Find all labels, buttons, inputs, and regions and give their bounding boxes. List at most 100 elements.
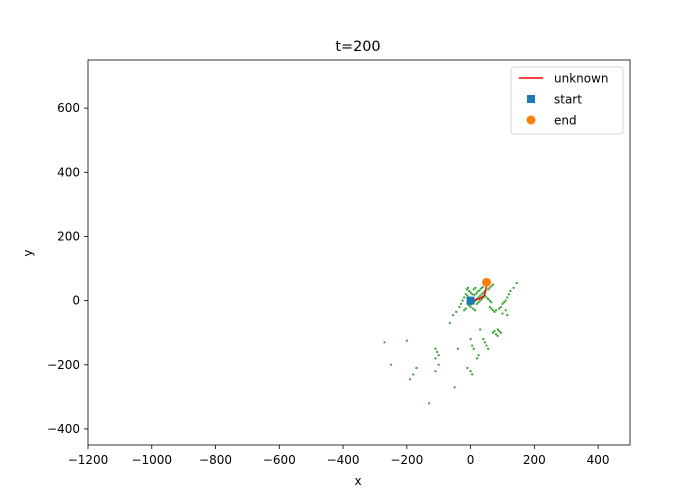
scatter-point xyxy=(428,402,431,405)
scatter-point xyxy=(415,366,418,370)
scatter-point xyxy=(464,293,467,296)
chart-title: t=200 xyxy=(335,39,380,55)
scatter-point xyxy=(485,344,488,347)
legend-label: end xyxy=(554,114,577,128)
scatter-point xyxy=(477,354,480,357)
scatter-point xyxy=(436,350,439,354)
scatter-point xyxy=(437,363,440,366)
scatter-point xyxy=(434,357,437,360)
scatter-point xyxy=(501,302,504,305)
scatter-point xyxy=(463,296,466,299)
scatter-point xyxy=(467,289,471,293)
scatter-point xyxy=(504,309,507,312)
end-marker xyxy=(482,277,492,287)
scatter-point xyxy=(471,373,474,376)
scatter-point xyxy=(491,283,495,286)
scatter-point xyxy=(475,292,478,295)
scatter-point xyxy=(475,357,479,360)
scatter-point xyxy=(502,301,506,304)
scatter-point xyxy=(472,288,475,291)
x-tick-label: −600 xyxy=(263,453,296,467)
scatter-point xyxy=(498,330,501,333)
scatter-point xyxy=(488,305,491,309)
scatter-point xyxy=(482,291,485,294)
scatter-point xyxy=(469,370,472,373)
y-axis-label: y xyxy=(21,249,35,256)
data-marks xyxy=(383,277,518,405)
scatter-point xyxy=(471,344,474,347)
trajectory-line xyxy=(470,282,488,302)
scatter-point xyxy=(458,305,461,309)
scatter-point xyxy=(472,347,475,350)
scatter-point xyxy=(504,299,507,302)
scatter-point xyxy=(479,294,482,297)
scatter-point xyxy=(515,281,518,285)
scatter-point xyxy=(479,299,482,302)
x-tick-label: −800 xyxy=(199,453,232,467)
scatter-point xyxy=(469,305,472,309)
scatter-point xyxy=(469,338,472,341)
scatter-point xyxy=(482,338,485,341)
legend-label: start xyxy=(554,93,582,107)
scatter-point xyxy=(466,286,470,289)
scatter-point xyxy=(485,296,488,299)
scatter-point xyxy=(466,294,469,297)
scatter-point xyxy=(481,286,484,289)
scatter-point xyxy=(490,307,493,310)
scatter-point xyxy=(491,309,495,312)
scatter-point xyxy=(474,286,477,289)
scatter-point xyxy=(461,299,464,302)
scatter-point xyxy=(471,293,474,296)
scatter-point xyxy=(467,304,471,307)
scatter-point xyxy=(383,341,386,344)
scatter-point xyxy=(494,333,498,336)
x-tick-label: −1000 xyxy=(131,453,172,467)
scatter-point xyxy=(412,373,415,376)
scatter-point xyxy=(498,307,501,310)
y-tick-label: −400 xyxy=(47,422,80,436)
x-tick-label: −400 xyxy=(327,453,360,467)
x-tick-label: 400 xyxy=(587,453,610,467)
scatter-point xyxy=(493,330,496,333)
scatter-point xyxy=(459,302,463,305)
plot-area: −1200 −1000 −800 −600 −400 −200 0 200 400 −400 −20… xyxy=(47,59,631,467)
scatter-point xyxy=(465,288,468,291)
scatter-point xyxy=(479,328,482,331)
scatter-point xyxy=(473,293,476,296)
scatter-point xyxy=(480,287,483,290)
scatter-point xyxy=(473,309,477,312)
scatter-point xyxy=(499,331,502,334)
scatter-point xyxy=(408,378,412,381)
scatter-point xyxy=(494,309,498,312)
scatter-point xyxy=(434,347,437,350)
scatter-point xyxy=(453,386,456,389)
scatter-point xyxy=(480,293,483,296)
x-tick-label: −200 xyxy=(390,453,423,467)
scatter-point xyxy=(512,286,515,289)
scatter-point xyxy=(475,302,479,305)
scatter-point xyxy=(488,299,491,302)
axes-frame xyxy=(87,59,631,446)
scatter-point xyxy=(506,313,509,317)
start-marker xyxy=(466,296,475,305)
scatter-point xyxy=(509,289,512,293)
scatter-point xyxy=(490,301,493,304)
scatter-point xyxy=(466,366,469,370)
legend-square-swatch xyxy=(527,95,535,103)
scatter-point xyxy=(490,285,493,288)
scatter-point xyxy=(464,307,467,310)
scatter-point xyxy=(476,290,479,293)
scatter-point xyxy=(448,321,451,325)
y-tick-label: 200 xyxy=(57,229,80,243)
y-tick-label: −200 xyxy=(47,358,80,372)
scatter-point xyxy=(487,297,490,301)
scatter-point xyxy=(501,312,504,315)
scatter-point xyxy=(405,339,408,342)
legend-box xyxy=(510,66,624,135)
scatter-point xyxy=(488,286,491,289)
scatter-point xyxy=(472,307,475,310)
y-tick-label: 600 xyxy=(57,101,80,115)
scatter-point xyxy=(389,363,392,366)
scatter-point xyxy=(437,354,440,357)
